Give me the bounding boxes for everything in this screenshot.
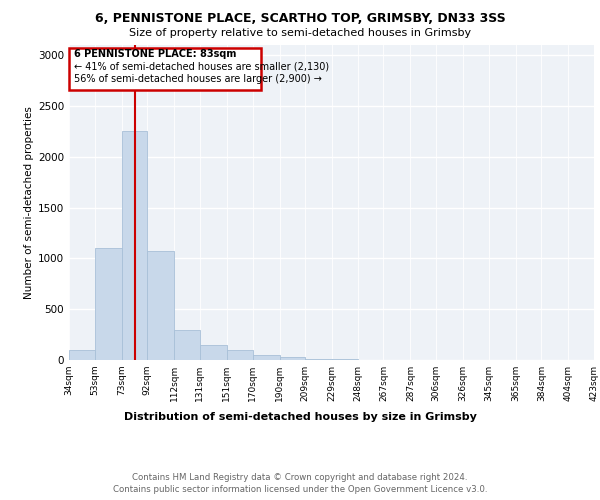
Bar xyxy=(200,345,227,360)
Bar xyxy=(122,132,147,360)
Text: 6 PENNISTONE PLACE: 83sqm: 6 PENNISTONE PLACE: 83sqm xyxy=(74,48,237,58)
Text: 56% of semi-detached houses are larger (2,900) →: 56% of semi-detached houses are larger (… xyxy=(74,74,322,85)
Text: Contains HM Land Registry data © Crown copyright and database right 2024.: Contains HM Land Registry data © Crown c… xyxy=(132,472,468,482)
Bar xyxy=(227,350,253,360)
Bar xyxy=(280,357,305,360)
Y-axis label: Number of semi-detached properties: Number of semi-detached properties xyxy=(24,106,34,299)
Text: Contains public sector information licensed under the Open Government Licence v3: Contains public sector information licen… xyxy=(113,485,487,494)
Bar xyxy=(174,330,200,360)
Text: Distribution of semi-detached houses by size in Grimsby: Distribution of semi-detached houses by … xyxy=(124,412,476,422)
Bar xyxy=(69,350,95,360)
Text: ← 41% of semi-detached houses are smaller (2,130): ← 41% of semi-detached houses are smalle… xyxy=(74,62,329,72)
Bar xyxy=(95,248,122,360)
Bar xyxy=(253,355,280,360)
Bar xyxy=(69,48,262,90)
Bar xyxy=(305,359,332,360)
Bar xyxy=(147,252,174,360)
Text: 6, PENNISTONE PLACE, SCARTHO TOP, GRIMSBY, DN33 3SS: 6, PENNISTONE PLACE, SCARTHO TOP, GRIMSB… xyxy=(95,12,505,26)
Text: Size of property relative to semi-detached houses in Grimsby: Size of property relative to semi-detach… xyxy=(129,28,471,38)
